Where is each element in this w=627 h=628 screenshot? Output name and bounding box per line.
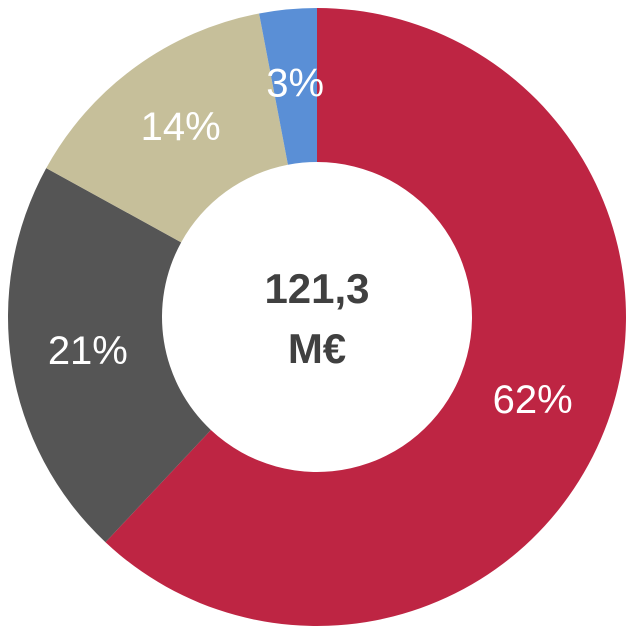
center-text: M€ [288, 325, 346, 372]
slice-label: 3% [266, 62, 324, 106]
slice-label: 14% [141, 105, 221, 149]
slice [259, 8, 317, 165]
center-text: 121,3 [264, 265, 369, 312]
slice [105, 8, 627, 626]
slice [46, 13, 288, 243]
slice-label: 62% [493, 378, 573, 422]
slice [7, 168, 211, 543]
slice-label: 21% [48, 329, 128, 373]
